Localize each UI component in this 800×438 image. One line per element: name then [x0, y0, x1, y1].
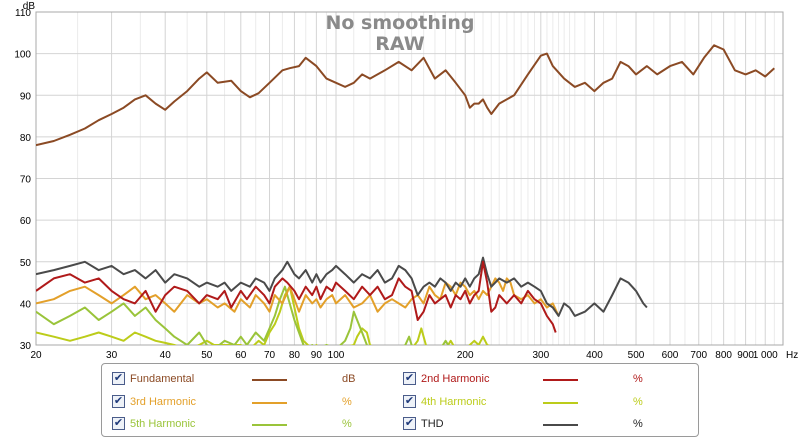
y-tick-label: 40	[20, 299, 32, 310]
series-line-5th-harmonic	[36, 285, 450, 345]
series-line-3rd-harmonic	[36, 277, 560, 317]
y-tick-label: 110	[15, 8, 31, 19]
y-axis-label: dB	[23, 1, 36, 12]
x-tick-label: 900	[737, 350, 754, 361]
chart-title: No smoothing	[325, 12, 475, 34]
x-tick-label: 800	[715, 350, 732, 361]
checkbox-2nd-harmonic[interactable]: ✔	[403, 372, 416, 385]
x-tick-label: 700	[690, 350, 707, 361]
legend-unit: %	[633, 418, 643, 430]
x-tick-label: 40	[160, 350, 172, 361]
legend-swatch	[252, 402, 287, 404]
y-tick-label: 70	[20, 175, 32, 186]
y-tick-label: 80	[20, 133, 32, 144]
y-tick-label: 60	[20, 216, 32, 227]
checkbox-5th-harmonic[interactable]: ✔	[112, 417, 125, 430]
series-line-fundamental	[36, 44, 775, 147]
x-tick-label: 50	[201, 350, 213, 361]
x-axis-unit: Hz	[786, 350, 798, 361]
chart-subtitle: RAW	[375, 33, 425, 55]
x-tick-label: 400	[586, 350, 603, 361]
x-tick-label: 600	[662, 350, 679, 361]
x-tick-label: 200	[457, 350, 474, 361]
legend-label: 2nd Harmonic	[421, 373, 490, 385]
legend-unit: %	[342, 418, 352, 430]
x-tick-label: 100	[328, 350, 345, 361]
legend-swatch	[543, 424, 578, 426]
legend-swatch	[252, 379, 287, 381]
checkbox-4th-harmonic[interactable]: ✔	[403, 395, 416, 408]
legend-label: 3rd Harmonic	[130, 396, 197, 408]
x-tick-label: 90	[311, 350, 323, 361]
legend-unit: dB	[342, 373, 356, 385]
series-line-4th-harmonic	[36, 285, 491, 345]
y-tick-label: 50	[20, 258, 32, 269]
series-line-thd	[36, 256, 648, 317]
y-tick-label: 100	[14, 50, 31, 61]
legend-swatch	[543, 402, 578, 404]
x-tick-label: 70	[264, 350, 276, 361]
checkbox-3rd-harmonic[interactable]: ✔	[112, 395, 125, 408]
checkbox-fundamental[interactable]: ✔	[112, 372, 125, 385]
x-tick-label: 500	[628, 350, 645, 361]
legend-swatch	[252, 424, 287, 426]
plot-frame	[35, 11, 784, 346]
x-tick-label: 300	[532, 350, 549, 361]
x-tick-label: 60	[235, 350, 247, 361]
legend: ✔ Fundamental dB ✔ 2nd Harmonic% ✔ 3rd Harmoni…	[101, 363, 699, 437]
x-tick-label: 1 000	[753, 350, 778, 361]
legend-label: THD	[421, 418, 444, 430]
x-tick-label: 80	[289, 350, 301, 361]
legend-label: Fundamental	[130, 373, 195, 385]
legend-label: 5th Harmonic	[130, 418, 196, 430]
legend-unit: %	[633, 396, 643, 408]
x-tick-label: 20	[30, 350, 42, 361]
series-line-2nd-harmonic	[36, 260, 557, 333]
y-tick-label: 30	[20, 341, 32, 352]
legend-label: 4th Harmonic	[421, 396, 487, 408]
y-tick-label: 90	[20, 91, 32, 102]
legend-unit: %	[342, 396, 352, 408]
legend-unit: %	[633, 373, 643, 385]
x-tick-label: 30	[106, 350, 118, 361]
checkbox-thd[interactable]: ✔	[403, 417, 416, 430]
legend-swatch	[543, 379, 578, 381]
